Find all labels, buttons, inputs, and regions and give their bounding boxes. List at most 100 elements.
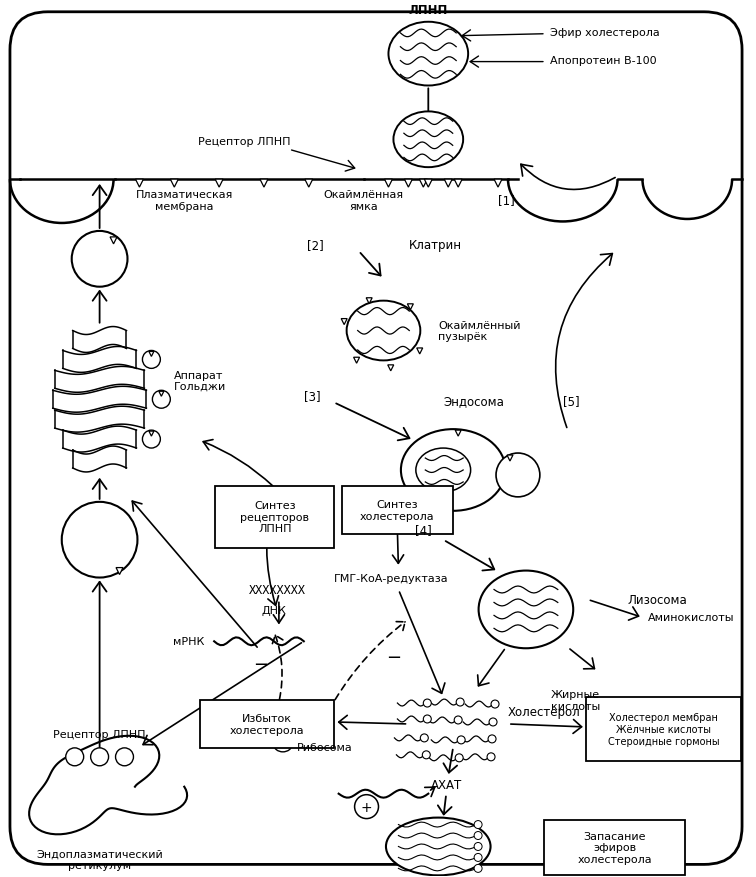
Polygon shape <box>149 352 154 357</box>
Text: Избыток
холестерола: Избыток холестерола <box>230 713 304 735</box>
Circle shape <box>474 843 482 851</box>
Text: Эндосома: Эндосома <box>443 395 504 407</box>
Polygon shape <box>507 455 513 461</box>
Text: Холестерол: Холестерол <box>508 705 581 717</box>
FancyBboxPatch shape <box>10 13 742 865</box>
Circle shape <box>487 753 495 761</box>
Ellipse shape <box>260 725 282 741</box>
Text: [4]: [4] <box>415 524 432 537</box>
Polygon shape <box>455 431 461 437</box>
Text: Клатрин: Клатрин <box>408 239 461 252</box>
Polygon shape <box>116 568 123 575</box>
Polygon shape <box>445 180 452 188</box>
Text: Аминокислоты: Аминокислоты <box>647 613 734 623</box>
Polygon shape <box>149 431 154 437</box>
Text: −: − <box>386 648 401 667</box>
Polygon shape <box>417 348 423 354</box>
Circle shape <box>474 853 482 861</box>
Circle shape <box>116 748 134 766</box>
Polygon shape <box>424 180 432 188</box>
Text: Эфир холестерола: Эфир холестерола <box>550 28 659 38</box>
Text: [2]: [2] <box>307 239 324 252</box>
Ellipse shape <box>479 571 573 648</box>
Polygon shape <box>388 366 394 371</box>
Polygon shape <box>260 180 268 188</box>
Circle shape <box>142 431 160 448</box>
Text: +: + <box>361 800 373 814</box>
Text: Холестерол мембран
Жёлчные кислоты
Стероидные гормоны: Холестерол мембран Жёлчные кислоты Стеро… <box>608 712 719 745</box>
Circle shape <box>456 698 464 706</box>
Text: Апопротеин В-100: Апопротеин В-100 <box>550 55 656 66</box>
Circle shape <box>474 831 482 839</box>
Circle shape <box>455 754 463 762</box>
Circle shape <box>355 795 379 818</box>
Polygon shape <box>366 298 372 304</box>
Text: Аппарат
Гольджи: Аппарат Гольджи <box>175 370 227 392</box>
Polygon shape <box>454 180 462 188</box>
FancyBboxPatch shape <box>215 487 333 548</box>
Polygon shape <box>407 304 414 310</box>
Text: Плазматическая
мембрана: Плазматическая мембрана <box>135 189 233 211</box>
Text: мРНК: мРНК <box>173 637 204 646</box>
Text: −: − <box>253 655 268 674</box>
Polygon shape <box>135 180 144 188</box>
Circle shape <box>91 748 109 766</box>
Polygon shape <box>420 180 427 188</box>
Circle shape <box>62 503 138 578</box>
Circle shape <box>454 717 462 724</box>
Text: ЛПНП: ЛПНП <box>408 4 448 17</box>
Polygon shape <box>215 180 223 188</box>
Text: ДНК: ДНК <box>262 606 287 616</box>
Text: Окаймлённая
ямка: Окаймлённая ямка <box>324 189 404 211</box>
Polygon shape <box>341 319 347 325</box>
Circle shape <box>423 699 431 707</box>
Polygon shape <box>305 180 313 188</box>
Text: Жирные
кислоты: Жирные кислоты <box>551 689 600 711</box>
Polygon shape <box>110 238 117 245</box>
FancyBboxPatch shape <box>200 700 333 748</box>
Circle shape <box>457 736 465 744</box>
Circle shape <box>491 700 499 709</box>
Circle shape <box>489 718 497 726</box>
FancyBboxPatch shape <box>342 487 453 534</box>
FancyBboxPatch shape <box>544 820 685 875</box>
Circle shape <box>66 748 84 766</box>
Text: Рецептор ЛПНП: Рецептор ЛПНП <box>54 729 146 739</box>
Polygon shape <box>170 180 178 188</box>
Text: ГМГ-КоА-редуктаза: ГМГ-КоА-редуктаза <box>334 573 449 583</box>
Text: Синтез
холестерола: Синтез холестерола <box>360 499 435 521</box>
Circle shape <box>474 865 482 873</box>
Text: АХАТ: АХАТ <box>431 778 462 791</box>
Circle shape <box>423 751 430 759</box>
Polygon shape <box>385 180 392 188</box>
Polygon shape <box>494 180 502 188</box>
Text: [3]: [3] <box>304 389 321 403</box>
Text: Рецептор ЛПНП: Рецептор ЛПНП <box>198 137 290 147</box>
Circle shape <box>153 391 170 409</box>
Text: Лизосома: Лизосома <box>627 593 687 606</box>
Text: Рибосома: Рибосома <box>297 742 352 752</box>
Text: Эндоплазматический
ретикулум: Эндоплазматический ретикулум <box>36 848 163 870</box>
Text: [5]: [5] <box>562 395 579 407</box>
Circle shape <box>72 232 128 288</box>
Ellipse shape <box>389 23 468 87</box>
Ellipse shape <box>401 430 506 511</box>
Polygon shape <box>159 392 164 396</box>
Text: Запасание
эфиров
холестерола: Запасание эфиров холестерола <box>578 831 652 864</box>
Text: [1]: [1] <box>498 193 515 206</box>
Text: Синтез
рецепторов
ЛПНП: Синтез рецепторов ЛПНП <box>240 501 309 534</box>
FancyBboxPatch shape <box>586 697 741 761</box>
Circle shape <box>423 715 431 724</box>
Polygon shape <box>404 180 412 188</box>
Ellipse shape <box>393 112 463 168</box>
Ellipse shape <box>416 448 471 492</box>
Ellipse shape <box>386 817 491 875</box>
Circle shape <box>420 734 429 742</box>
Circle shape <box>496 453 540 497</box>
Text: Окаймлённый
пузырёк: Окаймлённый пузырёк <box>438 320 521 342</box>
Circle shape <box>142 351 160 369</box>
Ellipse shape <box>274 738 292 752</box>
Circle shape <box>488 735 496 743</box>
Text: XXXXXXXX: XXXXXXXX <box>249 583 306 596</box>
Circle shape <box>474 821 482 829</box>
